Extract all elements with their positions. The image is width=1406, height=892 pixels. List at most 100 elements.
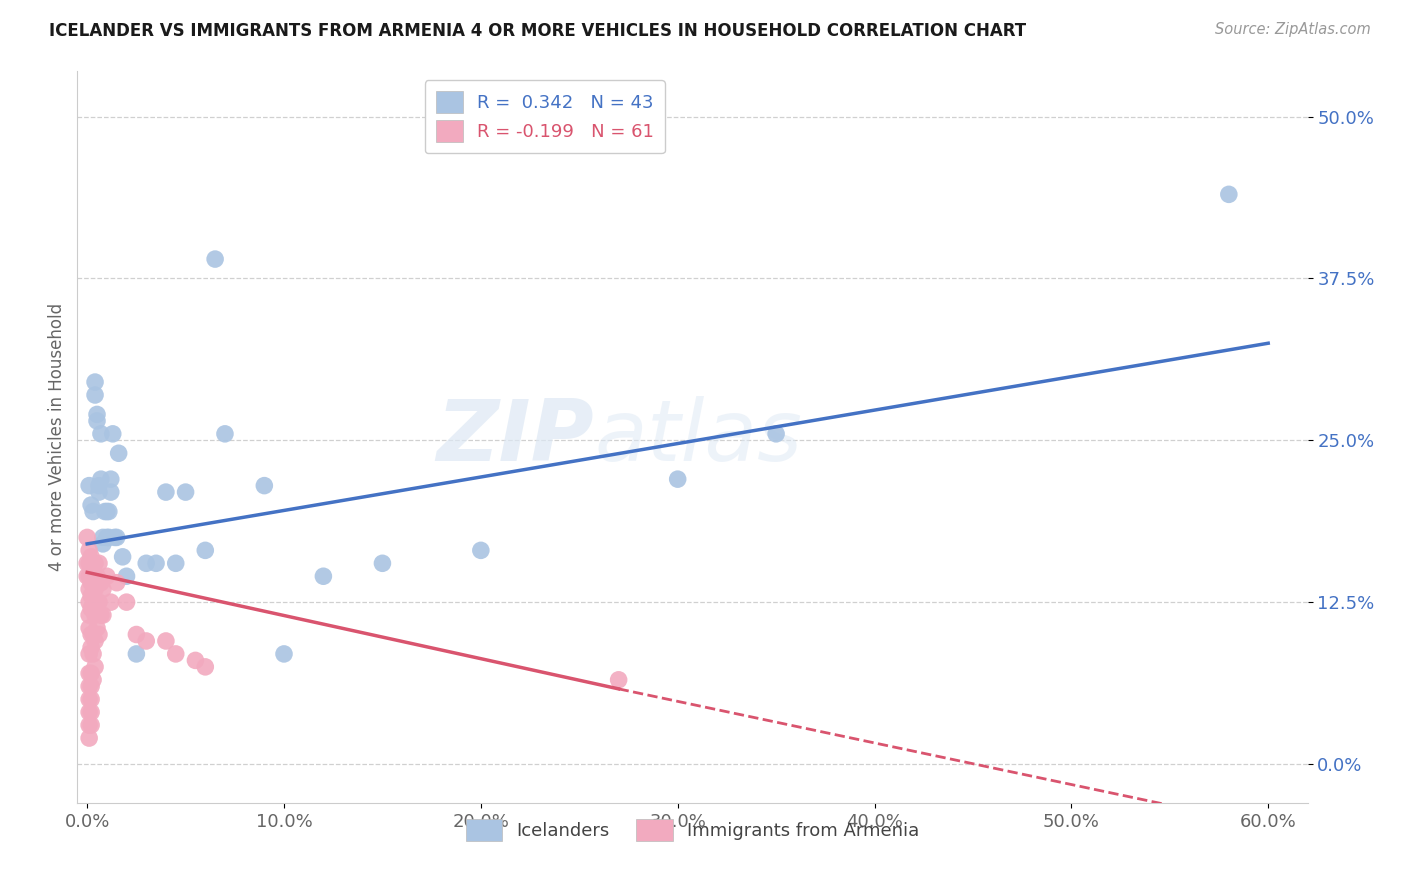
Point xyxy=(125,627,148,641)
Point xyxy=(97,530,120,544)
Point xyxy=(87,557,110,571)
Point xyxy=(80,692,103,706)
Point xyxy=(84,660,107,674)
Point xyxy=(84,557,107,571)
Point xyxy=(80,589,103,603)
Point xyxy=(80,718,103,732)
Point xyxy=(107,446,129,460)
Point xyxy=(184,653,207,667)
Point xyxy=(1218,187,1240,202)
Point xyxy=(77,582,100,597)
Point xyxy=(80,563,103,577)
Point xyxy=(174,485,197,500)
Point xyxy=(100,595,122,609)
Point xyxy=(87,627,110,641)
Point xyxy=(84,375,107,389)
Point xyxy=(135,634,157,648)
Point xyxy=(82,504,104,518)
Point xyxy=(165,647,187,661)
Point xyxy=(82,627,104,641)
Point xyxy=(80,549,103,564)
Point xyxy=(273,647,295,661)
Point xyxy=(96,504,118,518)
Legend: Icelanders, Immigrants from Armenia: Icelanders, Immigrants from Armenia xyxy=(458,812,927,848)
Point xyxy=(86,595,108,609)
Point xyxy=(214,426,236,441)
Point xyxy=(105,530,128,544)
Point xyxy=(77,647,100,661)
Point xyxy=(105,575,128,590)
Point xyxy=(80,640,103,655)
Point xyxy=(135,557,157,571)
Point xyxy=(77,705,100,719)
Point xyxy=(87,478,110,492)
Point xyxy=(96,569,118,583)
Point xyxy=(84,388,107,402)
Point xyxy=(87,485,110,500)
Text: Source: ZipAtlas.com: Source: ZipAtlas.com xyxy=(1215,22,1371,37)
Point xyxy=(91,582,114,597)
Point xyxy=(77,621,100,635)
Point xyxy=(90,608,112,623)
Point xyxy=(77,595,100,609)
Point xyxy=(77,679,100,693)
Point xyxy=(77,666,100,681)
Point xyxy=(77,692,100,706)
Point xyxy=(666,472,689,486)
Point xyxy=(77,718,100,732)
Point xyxy=(82,673,104,687)
Point xyxy=(80,666,103,681)
Point xyxy=(96,530,118,544)
Point xyxy=(77,557,100,571)
Point xyxy=(90,426,112,441)
Point xyxy=(104,530,127,544)
Point xyxy=(204,252,226,266)
Point xyxy=(87,595,110,609)
Point xyxy=(86,569,108,583)
Point xyxy=(82,575,104,590)
Point xyxy=(80,575,103,590)
Point xyxy=(607,673,630,687)
Point xyxy=(86,408,108,422)
Point xyxy=(97,504,120,518)
Point xyxy=(145,557,167,571)
Point xyxy=(100,472,122,486)
Point xyxy=(100,485,122,500)
Point xyxy=(90,472,112,486)
Point xyxy=(94,504,117,518)
Point xyxy=(470,543,492,558)
Point xyxy=(86,621,108,635)
Point xyxy=(80,601,103,615)
Point xyxy=(80,705,103,719)
Point xyxy=(77,731,100,745)
Point xyxy=(82,557,104,571)
Point xyxy=(76,530,98,544)
Point xyxy=(194,660,217,674)
Point xyxy=(86,414,108,428)
Point xyxy=(80,627,103,641)
Point xyxy=(155,634,177,648)
Point xyxy=(84,634,107,648)
Point xyxy=(765,426,787,441)
Point xyxy=(194,543,217,558)
Text: ICELANDER VS IMMIGRANTS FROM ARMENIA 4 OR MORE VEHICLES IN HOUSEHOLD CORRELATION: ICELANDER VS IMMIGRANTS FROM ARMENIA 4 O… xyxy=(49,22,1026,40)
Point xyxy=(165,557,187,571)
Point xyxy=(84,582,107,597)
Point xyxy=(312,569,335,583)
Point xyxy=(125,647,148,661)
Point xyxy=(76,557,98,571)
Point xyxy=(371,557,394,571)
Point xyxy=(82,589,104,603)
Point xyxy=(115,569,138,583)
Point xyxy=(91,608,114,623)
Point xyxy=(77,478,100,492)
Point xyxy=(101,426,124,441)
Point xyxy=(90,575,112,590)
Point xyxy=(76,569,98,583)
Y-axis label: 4 or more Vehicles in Household: 4 or more Vehicles in Household xyxy=(48,303,66,571)
Point xyxy=(77,543,100,558)
Text: ZIP: ZIP xyxy=(436,395,595,479)
Point xyxy=(80,679,103,693)
Point xyxy=(115,595,138,609)
Point xyxy=(77,608,100,623)
